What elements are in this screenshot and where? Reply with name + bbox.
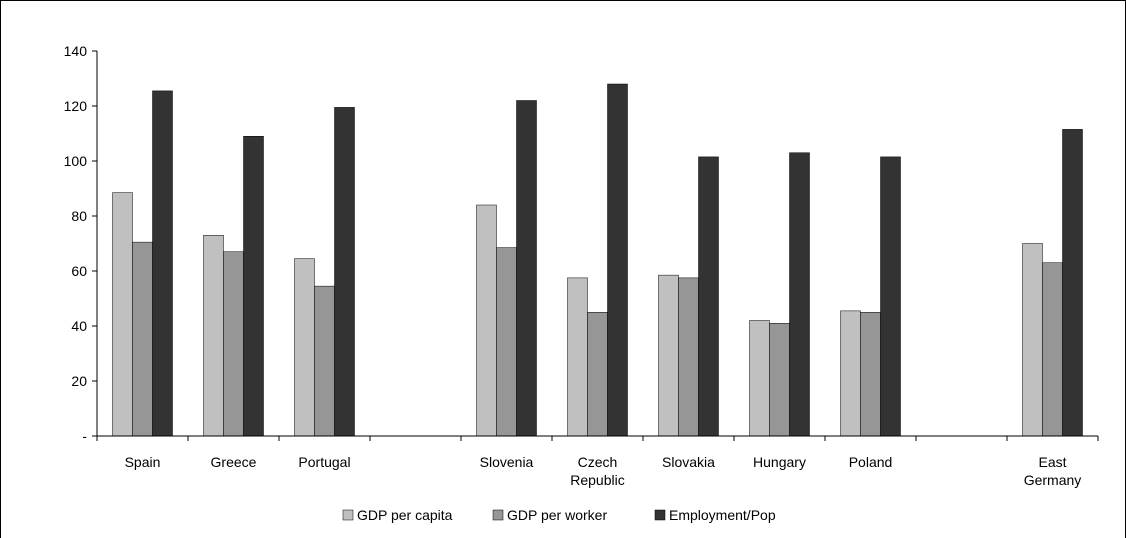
legend-label: GDP per capita — [357, 507, 453, 523]
bars-layer — [112, 83, 1083, 437]
bar — [476, 204, 497, 437]
bar — [516, 100, 537, 437]
bar — [1022, 243, 1043, 437]
bar — [607, 83, 628, 437]
legend-label: GDP per worker — [507, 507, 607, 523]
legend-item: Employment/Pop — [654, 507, 776, 523]
legend: GDP per capita GDP per worker Employment/P… — [342, 507, 776, 523]
legend-swatch — [492, 509, 504, 521]
bar — [1042, 262, 1063, 437]
y-tick-label: 20 — [71, 373, 87, 389]
x-tick-label: Slovenia — [480, 454, 534, 470]
legend-item: GDP per capita — [342, 507, 453, 523]
legend-label: Employment/Pop — [669, 507, 776, 523]
labels-layer: - 20 40 60 80 100 120 140 Spain Greece Portugal Slo… — [64, 43, 1082, 488]
bar — [658, 274, 679, 437]
x-tick-label: East Germany — [1024, 454, 1082, 488]
x-tick-label: Czech Republic — [570, 454, 624, 488]
y-tick-label: 60 — [71, 263, 87, 279]
bar — [1062, 129, 1083, 437]
y-tick-label: - — [82, 428, 87, 444]
y-tick-label: 120 — [64, 98, 88, 114]
bar — [112, 192, 133, 437]
legend-swatch — [654, 509, 666, 521]
bar — [132, 241, 153, 437]
bar — [152, 90, 173, 437]
bar — [496, 247, 517, 437]
bar — [587, 312, 608, 437]
bar — [749, 320, 770, 437]
y-tick-label: 80 — [71, 208, 87, 224]
y-tick-label: 40 — [71, 318, 87, 334]
bar — [334, 107, 355, 437]
y-tick-label: 140 — [64, 43, 88, 59]
bar — [789, 152, 810, 437]
x-tick-label: Greece — [211, 454, 257, 470]
x-tick-label: Hungary — [753, 454, 806, 470]
bar — [314, 285, 335, 437]
legend-item: GDP per worker — [492, 507, 607, 523]
bar — [678, 277, 699, 437]
y-tick-label: 100 — [64, 153, 88, 169]
axes-layer — [92, 50, 1099, 441]
x-tick-label: Spain — [125, 454, 161, 470]
bar — [880, 156, 901, 437]
x-tick-label: Portugal — [298, 454, 350, 470]
bar — [860, 312, 881, 437]
legend-swatch — [342, 509, 354, 521]
bar — [567, 277, 588, 437]
bar — [769, 323, 790, 437]
bar — [203, 235, 224, 437]
bar — [698, 156, 719, 437]
bar — [223, 251, 244, 437]
bar — [243, 136, 264, 437]
bar — [840, 310, 861, 437]
bar — [294, 258, 315, 437]
x-tick-label: Slovakia — [662, 454, 715, 470]
x-tick-label: Poland — [849, 454, 893, 470]
